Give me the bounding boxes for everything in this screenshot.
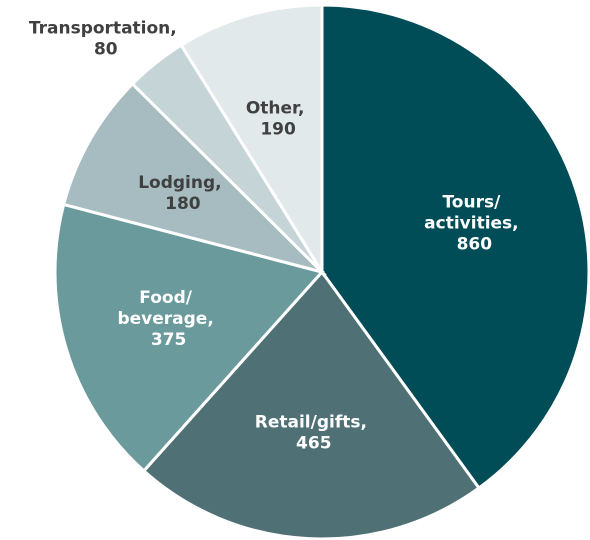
label-line: beverage,: [117, 309, 219, 329]
data-label: Other, 190: [246, 98, 310, 139]
label-line: 860: [457, 234, 493, 254]
label-line: Food/: [139, 288, 198, 308]
label-line: activities,: [424, 213, 524, 233]
data-label: Tours/ activities, 860: [424, 192, 524, 254]
data-label: Lodging, 180: [138, 173, 227, 214]
label-line: 80: [94, 40, 118, 60]
data-label: Retail/gifts, 465: [255, 412, 373, 453]
label-line: Transportation,: [29, 19, 183, 39]
label-line: 375: [151, 330, 187, 350]
pie-slice: [179, 3, 324, 278]
data-label: Food/ beverage, 375: [117, 288, 219, 350]
label-line: 180: [165, 194, 201, 214]
label-line: 465: [296, 433, 332, 453]
label-line: Other,: [246, 98, 310, 118]
label-line: Retail/gifts,: [255, 412, 373, 432]
label-line: 190: [260, 119, 296, 139]
pie-slice: [61, 81, 328, 275]
pie-slice: [141, 269, 482, 540]
pie-slice: [320, 3, 590, 491]
label-line: Tours/: [442, 192, 506, 212]
pie-slice: [53, 202, 325, 473]
label-line: Lodging,: [138, 173, 227, 193]
data-label: Transportation, 80: [29, 19, 183, 60]
